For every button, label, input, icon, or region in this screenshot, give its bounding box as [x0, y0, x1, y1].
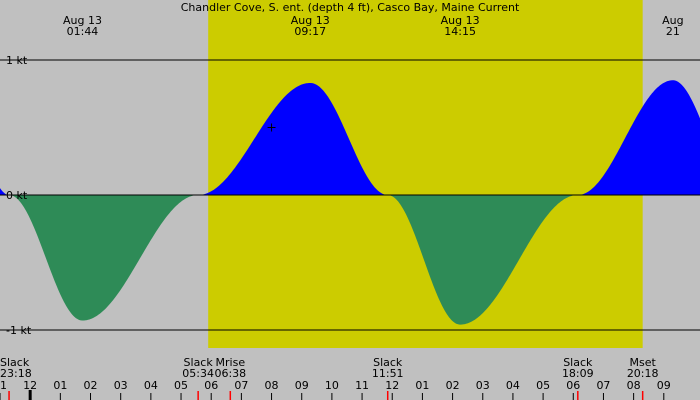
flood-area-0	[0, 188, 9, 195]
event-label-name: Slack	[563, 356, 593, 369]
event-label-name: Slack	[0, 356, 30, 369]
hour-tick-label: 10	[325, 379, 339, 392]
hour-tick-label: 12	[385, 379, 399, 392]
y-axis-labels: 1 kt 0 kt -1 kt	[6, 54, 32, 337]
event-label-time: 06:38	[214, 367, 246, 380]
top-label-time: 21	[666, 25, 680, 38]
event-label-name: Slack	[373, 356, 403, 369]
top-label-date: Aug 13	[63, 14, 102, 27]
flood-area-4	[578, 80, 700, 195]
hour-tick-label: 12	[23, 379, 37, 392]
hour-tick-label: 06	[204, 379, 218, 392]
hour-tick-label: 07	[596, 379, 610, 392]
bottom-event-labels: Slack23:18Slack05:34Mrise06:38Slack11:51…	[0, 356, 659, 380]
hour-tick-label: 04	[506, 379, 520, 392]
hour-tick-label: 01	[415, 379, 429, 392]
y-tick-label: 0 kt	[6, 189, 28, 202]
hour-tick-label: 09	[657, 379, 671, 392]
event-label-time: 11:51	[372, 367, 404, 380]
hour-tick-label: 03	[476, 379, 490, 392]
hour-tick-label: 09	[295, 379, 309, 392]
hour-tick-label: 08	[627, 379, 641, 392]
hour-tick-label: 02	[446, 379, 460, 392]
y-tick-label: 1 kt	[6, 54, 28, 67]
flood-area-2	[199, 83, 387, 195]
hour-tick-label: 06	[566, 379, 580, 392]
gridlines	[0, 59, 700, 331]
event-label-time: 18:09	[562, 367, 594, 380]
hour-tick-label: 03	[114, 379, 128, 392]
top-label-date: Aug	[662, 14, 683, 27]
hour-tick-label: 02	[84, 379, 98, 392]
event-label-name: Mset	[630, 356, 657, 369]
event-label-name: Mrise	[216, 356, 246, 369]
top-label-time: 09:17	[294, 25, 326, 38]
top-label-date: Aug 13	[441, 14, 480, 27]
hour-tick-label: 04	[144, 379, 158, 392]
top-label-time: 14:15	[444, 25, 476, 38]
hour-tick-label: 05	[174, 379, 188, 392]
hour-tick-label: 01	[53, 379, 67, 392]
event-label-name: Slack	[184, 356, 214, 369]
top-label-time: 01:44	[67, 25, 99, 38]
hour-tick-label: 07	[234, 379, 248, 392]
y-tick-label: -1 kt	[6, 324, 32, 337]
hour-tick-label: 08	[265, 379, 279, 392]
crosshair-marker	[267, 123, 276, 132]
current-area-layer	[0, 80, 700, 325]
ebb-area-3	[388, 195, 577, 325]
hour-tick-label: 11	[355, 379, 369, 392]
hour-tick-label: 05	[536, 379, 550, 392]
event-label-time: 20:18	[627, 367, 659, 380]
chart-title: Chandler Cove, S. ent. (depth 4 ft), Cas…	[181, 1, 520, 14]
event-label-time: 23:18	[0, 367, 32, 380]
top-label-date: Aug 13	[291, 14, 330, 27]
ebb-area-1	[10, 195, 198, 321]
hour-tick-label: 11	[0, 379, 7, 392]
event-label-time: 05:34	[182, 367, 214, 380]
hour-axis: 11 12 01 02 03 04 05 06 07 08 09 10 11 12 01 02 03 04 05 06…	[0, 379, 671, 400]
